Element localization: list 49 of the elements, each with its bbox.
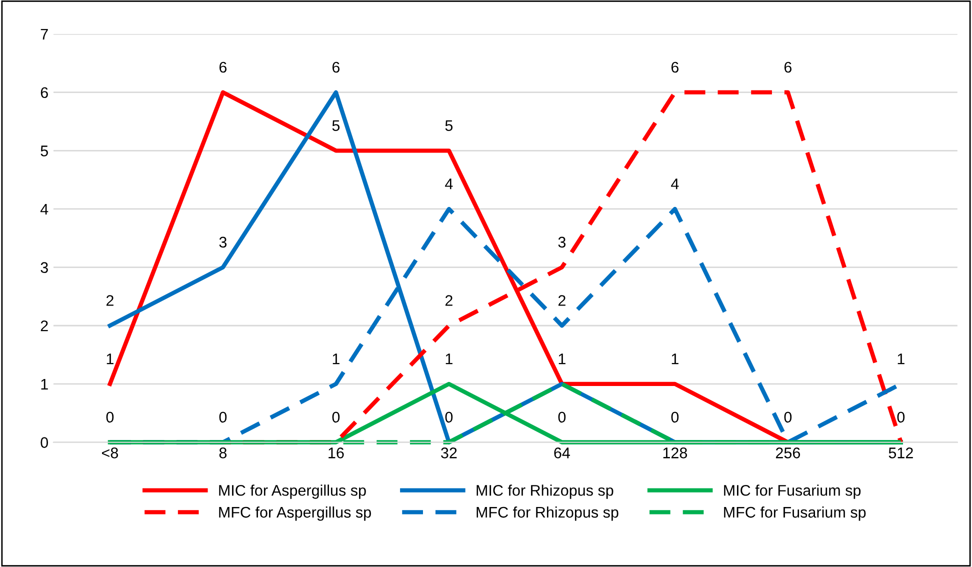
data-label: 1 bbox=[898, 354, 904, 364]
x-tick-label: 128 bbox=[663, 448, 688, 458]
y-tick-label: 3 bbox=[40, 262, 48, 273]
data-label: 0 bbox=[332, 412, 340, 423]
data-label: 0 bbox=[219, 412, 227, 423]
data-label: 5 bbox=[445, 120, 453, 131]
data-label: 3 bbox=[558, 236, 566, 248]
legend-label: MIC for Aspergillus sp bbox=[219, 484, 366, 499]
data-label: 1 bbox=[106, 354, 114, 364]
data-label: 6 bbox=[219, 62, 227, 73]
data-label: 4 bbox=[445, 178, 453, 190]
data-label: 0 bbox=[784, 412, 792, 423]
data-label: 2 bbox=[558, 295, 566, 306]
legend-label: MIC for Rhizopus sp bbox=[476, 484, 614, 499]
y-tick-label: 7 bbox=[40, 29, 48, 40]
data-label: 1 bbox=[672, 354, 678, 364]
data-label: 5 bbox=[332, 120, 340, 131]
legend-label: MIC for Fusarium sp bbox=[724, 484, 861, 499]
x-tick-label: <8 bbox=[102, 448, 118, 458]
data-label: 1 bbox=[446, 354, 452, 364]
legend-label: MFC for Aspergillus sp bbox=[219, 506, 371, 521]
data-label: 2 bbox=[106, 295, 114, 306]
x-tick-label: 256 bbox=[776, 448, 800, 458]
data-label: 1 bbox=[558, 354, 566, 364]
y-tick-label: 4 bbox=[40, 204, 48, 215]
x-tick-label: 8 bbox=[219, 448, 227, 458]
x-tick-label: 16 bbox=[328, 448, 344, 458]
data-label: 0 bbox=[106, 412, 114, 423]
data-label: 0 bbox=[445, 412, 453, 423]
data-label: 0 bbox=[558, 412, 566, 423]
data-label: 6 bbox=[332, 62, 340, 73]
y-tick-label: 1 bbox=[41, 378, 48, 390]
y-tick-label: 5 bbox=[40, 146, 48, 156]
data-label: 3 bbox=[219, 236, 227, 248]
data-label: 2 bbox=[445, 295, 452, 306]
x-tick-label: 64 bbox=[554, 448, 570, 458]
y-tick-label: 0 bbox=[40, 437, 48, 448]
legend-label: MFC for Rhizopus sp bbox=[476, 506, 618, 521]
data-label: 1 bbox=[332, 354, 340, 364]
data-label: 0 bbox=[897, 412, 905, 423]
y-tick-label: 2 bbox=[40, 320, 48, 332]
legend-label: MFC for Fusarium sp bbox=[724, 506, 866, 521]
x-tick-label: 512 bbox=[888, 448, 913, 458]
data-label: 0 bbox=[671, 412, 679, 423]
y-tick-label: 6 bbox=[40, 87, 48, 98]
data-label: 6 bbox=[784, 62, 792, 73]
data-label: 6 bbox=[671, 62, 679, 73]
x-tick-label: 32 bbox=[441, 448, 457, 458]
data-label: 4 bbox=[671, 178, 679, 190]
